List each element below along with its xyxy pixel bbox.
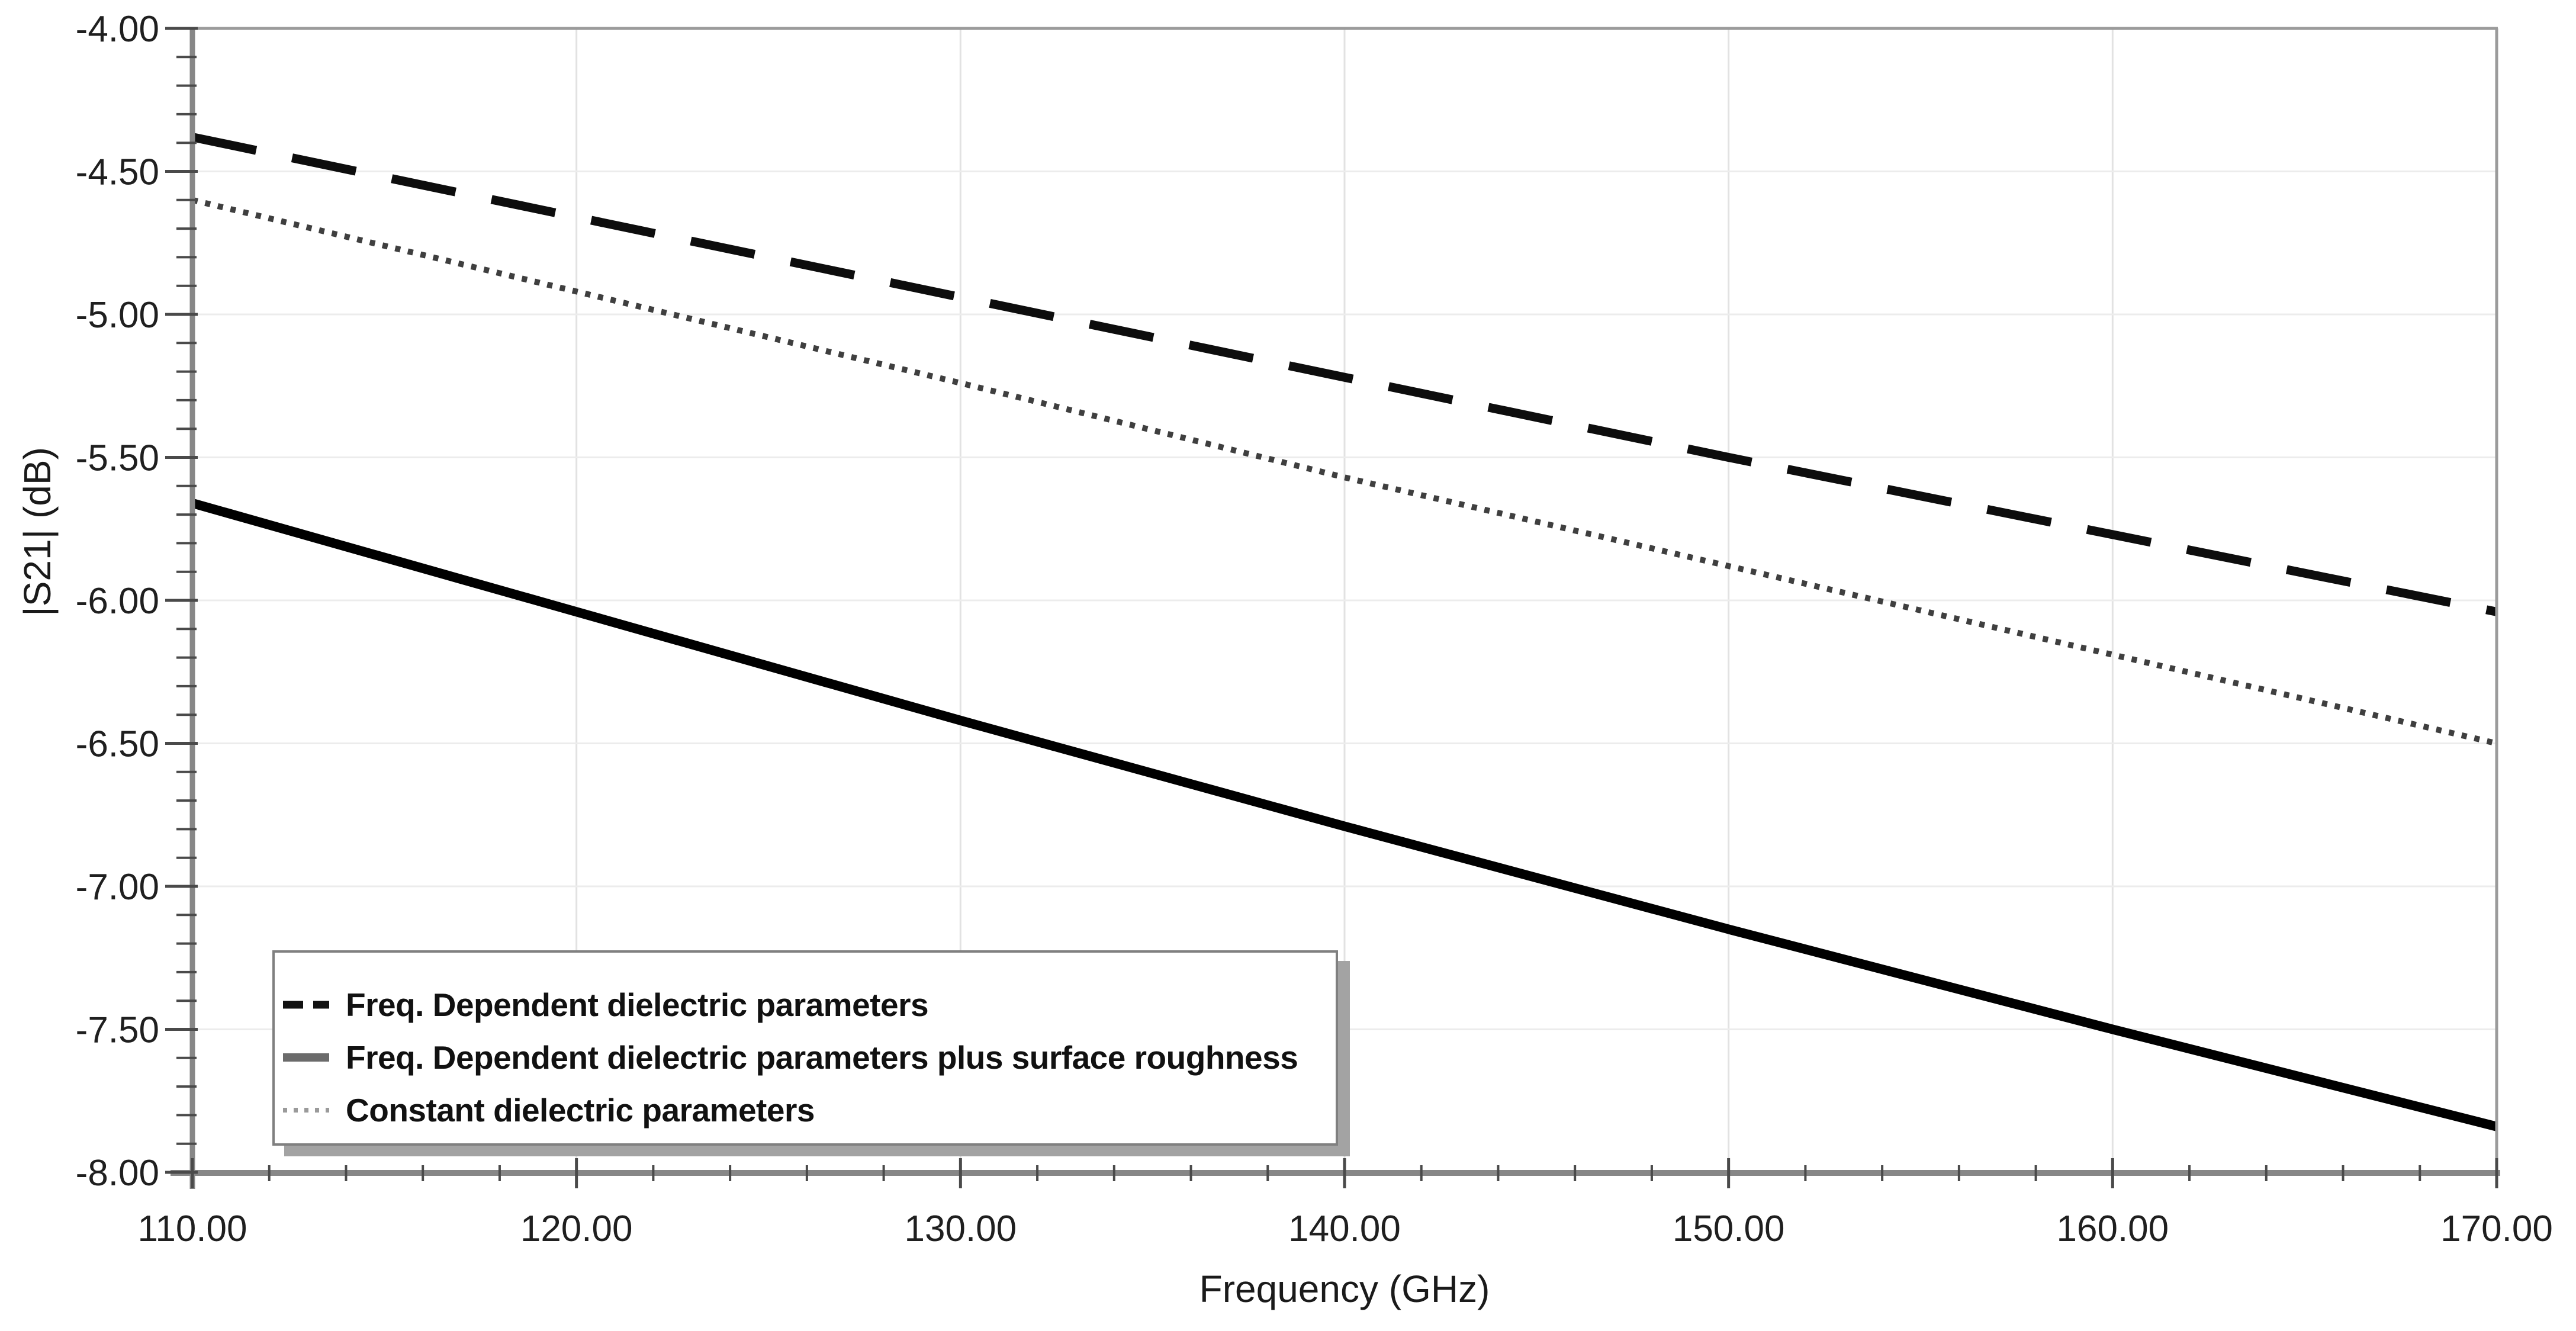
legend: Freq. Dependent dielectric parameters Fr… xyxy=(272,950,1338,1146)
legend-item: Constant dielectric parameters xyxy=(282,1084,1327,1136)
legend-swatch-dashed-line-icon xyxy=(283,1001,329,1009)
legend-swatch-solid-line-icon xyxy=(283,1053,329,1062)
legend-item-label: Freq. Dependent dielectric parameters xyxy=(346,986,929,1024)
x-tick-label-170.00: 170.00 xyxy=(2440,1208,2553,1249)
series-line-2 xyxy=(191,197,2498,747)
legend-item-label: Constant dielectric parameters xyxy=(346,1091,815,1129)
legend-item: Freq. Dependent dielectric parameters xyxy=(282,979,1327,1031)
legend-swatch-dotted-line-icon xyxy=(283,1107,329,1113)
x-tick-label-150.00: 150.00 xyxy=(1673,1208,1785,1249)
x-tick-label-120.00: 120.00 xyxy=(520,1208,633,1249)
y-tick-label--7.50: -7.50 xyxy=(76,1010,159,1051)
y-tick-label--6.50: -6.50 xyxy=(76,724,159,765)
series-line-0 xyxy=(191,133,2498,616)
y-tick-label--6.00: -6.00 xyxy=(76,581,159,622)
y-tick-label--7.00: -7.00 xyxy=(76,867,159,908)
y-tick-label--4.50: -4.50 xyxy=(76,152,159,193)
legend-item-label: Freq. Dependent dielectric parameters pl… xyxy=(346,1039,1298,1076)
y-tick-label--5.00: -5.00 xyxy=(76,295,159,336)
x-tick-label-130.00: 130.00 xyxy=(905,1208,1017,1249)
y-tick-label--8.00: -8.00 xyxy=(76,1153,159,1194)
x-axis-title: Frequency (GHz) xyxy=(1199,1268,1490,1310)
x-tick-label-140.00: 140.00 xyxy=(1288,1208,1401,1249)
x-tick-label-110.00: 110.00 xyxy=(137,1208,247,1249)
legend-item: Freq. Dependent dielectric parameters pl… xyxy=(282,1031,1327,1084)
series-line-1 xyxy=(191,499,2498,1131)
x-tick-label-160.00: 160.00 xyxy=(2057,1208,2169,1249)
y-tick-label--4.00: -4.00 xyxy=(76,9,159,50)
y-tick-label--5.50: -5.50 xyxy=(76,438,159,479)
